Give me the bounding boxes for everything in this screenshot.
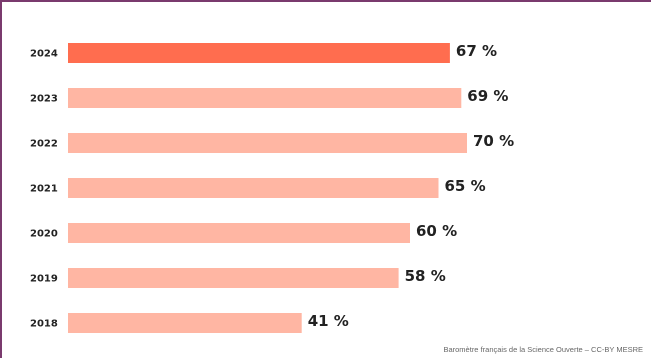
value-label-2024: 67 % (456, 42, 497, 60)
source-caption: Baromètre français de la Science Ouverte… (443, 345, 643, 354)
bar-2024 (68, 43, 450, 63)
value-label-2020: 60 % (416, 222, 457, 240)
value-label-2023: 69 % (467, 87, 508, 105)
value-label-2021: 65 % (445, 177, 486, 195)
year-label-2019: 2019 (30, 274, 58, 285)
bar-2021 (68, 178, 439, 198)
value-label-2019: 58 % (405, 267, 446, 285)
year-label-2018: 2018 (30, 319, 58, 330)
value-label-2018: 41 % (308, 312, 349, 330)
bar-2023 (68, 88, 462, 108)
year-label-2020: 2020 (30, 229, 58, 240)
year-label-2024: 2024 (30, 49, 58, 60)
bar-2018 (68, 313, 302, 333)
value-label-2022: 70 % (473, 132, 514, 150)
bar-2022 (68, 133, 467, 153)
bar-2019 (68, 268, 399, 288)
year-label-2023: 2023 (30, 94, 58, 105)
year-label-2022: 2022 (30, 139, 58, 150)
bar-2020 (68, 223, 410, 243)
year-label-2021: 2021 (30, 184, 58, 195)
